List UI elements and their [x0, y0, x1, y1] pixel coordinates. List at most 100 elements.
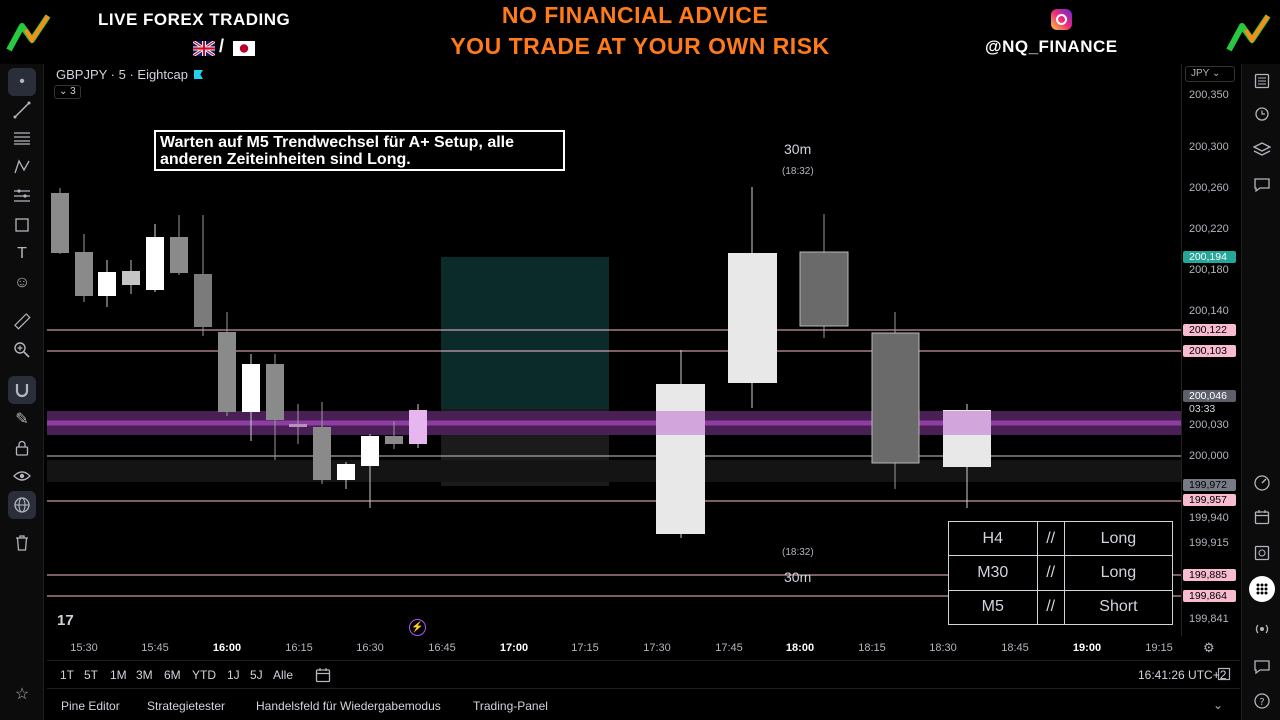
lower-countdown-label: (18:32) [782, 547, 814, 558]
table-cell: Long [1063, 520, 1174, 557]
layers-icon[interactable] [1249, 136, 1275, 162]
fullscreen-icon[interactable] [1217, 667, 1231, 686]
range-5j-button[interactable]: 5J [250, 668, 263, 682]
notifications-icon[interactable] [1249, 654, 1275, 680]
cursor-dot-icon[interactable]: • [8, 68, 36, 96]
price-label: 199,915 [1189, 537, 1229, 549]
stream-banner: LIVE FOREX TRADING / NO FINANCIAL ADVICE… [0, 0, 1280, 64]
text-icon[interactable]: T [17, 245, 27, 262]
candle [361, 436, 379, 466]
candles-5m [51, 188, 427, 508]
price-scale[interactable]: JPY ⌄ 200,350 200,300 200,260 200,220 20… [1181, 64, 1240, 636]
trend-line-icon[interactable] [8, 96, 36, 124]
candle [337, 464, 355, 480]
candle [51, 193, 69, 253]
tradingview-logo[interactable]: 17 [57, 612, 74, 629]
watchlist-icon[interactable] [1249, 68, 1275, 94]
lock-icon[interactable] [8, 434, 36, 462]
price-tag-last: 200,194 [1183, 251, 1236, 263]
warning-line-1: NO FINANCIAL ADVICE [501, 2, 769, 28]
timeframe-bias-table: H4 // Long M30 // Long M5 // Short [948, 520, 1174, 626]
forecast-icon[interactable] [8, 182, 36, 210]
candle [656, 384, 705, 534]
table-row: M30 // Long [948, 555, 1174, 591]
range-ytd-button[interactable]: YTD [192, 668, 216, 682]
eye-icon[interactable] [8, 462, 36, 490]
help-icon[interactable]: ? [1249, 688, 1275, 714]
table-cell: Long [1063, 555, 1174, 591]
time-label: 18:15 [858, 642, 886, 654]
utc-clock[interactable]: 16:41:26 UTC+2 [1138, 668, 1227, 682]
tab-pine-editor[interactable]: Pine Editor [61, 699, 120, 713]
candle [146, 237, 164, 290]
globe-icon[interactable] [8, 491, 36, 519]
candle [75, 252, 93, 296]
indicator-collapse-button[interactable]: ⌄ 3 [54, 85, 81, 99]
alarm-clock-icon[interactable] [1249, 100, 1275, 126]
candle [98, 272, 116, 296]
tab-replay-trading[interactable]: Handelsfeld für Wiedergabemodus [256, 699, 441, 713]
time-label: 19:00 [1072, 642, 1102, 654]
warning-line-2: YOU TRADE AT YOUR OWN RISK [450, 33, 830, 59]
price-tag-band: 199,972 [1183, 479, 1236, 491]
apps-grid-icon[interactable] [1249, 576, 1275, 602]
draw-mode-icon[interactable]: ✎ [15, 411, 29, 428]
brand-logo-right [1226, 14, 1271, 52]
table-cell: H4 [948, 520, 1038, 557]
range-6m-button[interactable]: 6M [164, 668, 181, 682]
magnet-icon[interactable] [8, 376, 36, 404]
screener-icon[interactable] [1249, 540, 1275, 566]
star-icon[interactable]: ☆ [14, 686, 30, 703]
ruler-icon[interactable] [8, 307, 36, 335]
time-label: 16:15 [285, 642, 313, 654]
brand-logo-left [6, 14, 51, 52]
price-label: 200,030 [1189, 419, 1229, 431]
tab-strategy-tester[interactable]: Strategietester [147, 699, 226, 713]
range-1t-button[interactable]: 1T [60, 668, 75, 682]
currency-select[interactable]: JPY ⌄ [1185, 66, 1235, 82]
candle [122, 271, 140, 285]
time-label: 19:15 [1145, 642, 1173, 654]
time-label: 17:15 [571, 642, 599, 654]
emoji-icon[interactable]: ☺ [13, 274, 31, 291]
chat-icon[interactable] [1249, 172, 1275, 198]
trash-icon[interactable] [8, 529, 36, 557]
price-label: 200,220 [1189, 223, 1229, 235]
candlestick-chart[interactable] [47, 64, 1181, 636]
range-3m-button[interactable]: 3M [136, 668, 153, 682]
fib-retracement-icon[interactable] [8, 124, 36, 152]
price-label: 200,180 [1189, 264, 1229, 276]
range-1j-button[interactable]: 1J [227, 668, 240, 682]
candle [194, 274, 212, 327]
price-tag-level: 200,103 [1183, 345, 1236, 357]
symbol-label[interactable]: GBPJPY · 5 · Eightcap [56, 67, 203, 82]
table-cell: M30 [948, 555, 1038, 591]
time-label: 17:00 [499, 642, 529, 654]
collapse-panel-icon[interactable]: ⌄ [1213, 698, 1224, 712]
tab-trading-panel[interactable]: Trading-Panel [473, 699, 548, 713]
date-range-bar: 1T 5T 1M 3M 6M YTD 1J 5J Alle 16:41:26 U… [47, 660, 1240, 688]
table-row: H4 // Long [948, 520, 1174, 557]
table-row: M5 // Short [948, 589, 1174, 626]
chart-pane[interactable]: GBPJPY · 5 · Eightcap ⌄ 3 Warten auf M5 … [47, 64, 1181, 636]
pattern-icon[interactable] [8, 153, 36, 181]
candle [218, 332, 236, 412]
time-label: 18:00 [785, 642, 815, 654]
price-label: 200,140 [1189, 305, 1229, 317]
settings-gear-icon[interactable]: ⚙ [1203, 640, 1215, 655]
range-1m-button[interactable]: 1M [110, 668, 127, 682]
lightning-icon[interactable]: ⚡ [409, 619, 426, 636]
zoom-in-icon[interactable] [8, 336, 36, 364]
drawing-toolbar: • T ☺ ✎ ☆ [0, 64, 44, 720]
rectangle-icon[interactable] [8, 211, 36, 239]
price-label: 200,260 [1189, 182, 1229, 194]
broadcast-icon[interactable] [1249, 616, 1275, 642]
range-all-button[interactable]: Alle [273, 668, 294, 682]
range-5t-button[interactable]: 5T [84, 668, 99, 682]
candle [409, 410, 427, 444]
time-label: 16:00 [212, 642, 242, 654]
speedometer-icon[interactable] [1249, 470, 1275, 496]
calendar-icon[interactable] [1249, 504, 1275, 530]
time-axis[interactable]: 15:30 15:45 16:00 16:15 16:30 16:45 17:0… [47, 636, 1240, 660]
date-range-calendar-icon[interactable] [315, 667, 331, 688]
